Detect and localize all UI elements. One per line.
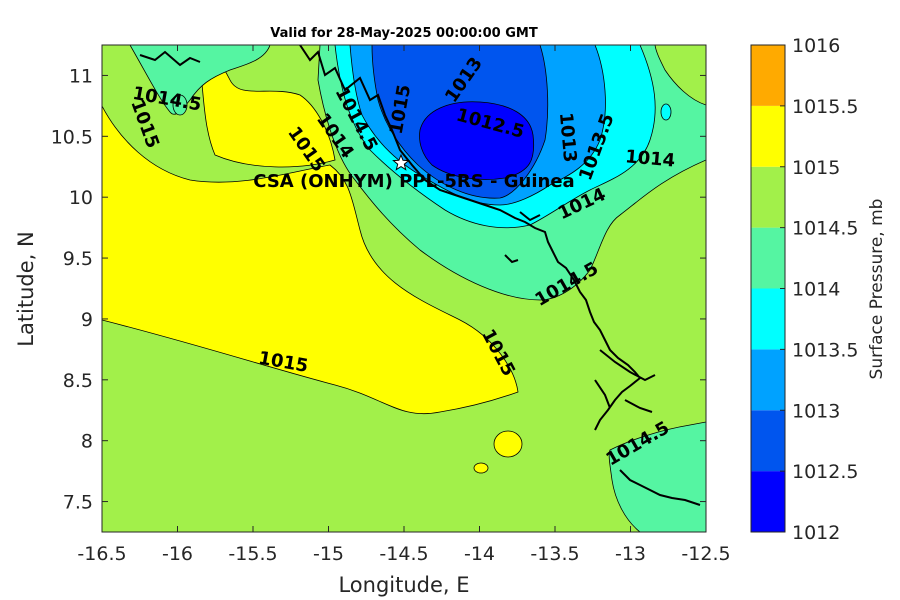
- x-tick-label: -12.5: [681, 543, 730, 565]
- colorbar: 1012 1012.5 1013 1013.5 1014 1014.5 1015 1015.5…: [750, 35, 858, 544]
- station-label: CSA (ONHYM) PPL-5RS - Guinea: [253, 171, 574, 192]
- x-tick-label: -14.5: [379, 543, 428, 565]
- band-1014-island: [172, 94, 188, 116]
- y-axis-ticks: 7.5 8 8.5 9 9.5 10 10.5 11: [51, 65, 706, 514]
- contour-label: 1014: [624, 146, 676, 171]
- station-star-marker: [392, 153, 410, 171]
- filled-contour-map: [102, 45, 706, 532]
- x-axis-ticks: -16.5 -16 -15.5 -15 -14.5 -14 -13.5 -13 -12.5: [77, 45, 731, 565]
- band-1014-southeast: [608, 421, 706, 532]
- colorbar-swatch: [751, 227, 785, 289]
- colorbar-title: Surface Pressure, mb: [867, 199, 887, 380]
- colorbar-swatch: [751, 410, 785, 472]
- band-1013-5-island: [660, 103, 672, 121]
- x-tick-label: -13.5: [530, 543, 579, 565]
- coastline: [139, 45, 701, 506]
- x-tick-label: -15: [313, 543, 344, 565]
- x-tick-label: -14: [464, 543, 495, 565]
- y-axis-title: Latitude, N: [14, 231, 38, 347]
- y-tick-label: 8: [81, 431, 93, 453]
- y-tick-label: 10.5: [51, 126, 93, 148]
- colorbar-swatch: [751, 166, 785, 228]
- colorbar-swatch: [751, 105, 785, 167]
- band-1014-northwest: [129, 45, 271, 115]
- x-axis-title: Longitude, E: [338, 573, 469, 597]
- y-tick-label: 7.5: [63, 492, 93, 514]
- contour-label: 1013: [555, 112, 580, 164]
- colorbar-swatch: [751, 288, 785, 350]
- chart-title: Valid for 28-May-2025 00:00:00 GMT: [270, 26, 538, 41]
- colorbar-tick-label: 1015.5: [792, 96, 858, 118]
- band-1015-island-small: [473, 462, 489, 474]
- station-marker-group: CSA (ONHYM) PPL-5RS - Guinea: [253, 153, 575, 192]
- y-tick-label: 9: [81, 309, 93, 331]
- colorbar-tick-label: 1014.5: [792, 218, 858, 240]
- band-1015-north: [194, 45, 336, 168]
- colorbar-swatch: [751, 349, 785, 411]
- colorbar-tick-label: 1013.5: [792, 339, 858, 361]
- colorbar-tick-label: 1012: [792, 522, 840, 544]
- y-tick-label: 10: [69, 187, 93, 209]
- colorbar-tick-label: 1016: [792, 35, 840, 57]
- colorbar-tick-label: 1014: [792, 279, 840, 301]
- colorbar-tick-label: 1015: [792, 157, 840, 179]
- colorbar-tick-label: 1012.5: [792, 461, 858, 483]
- y-tick-label: 11: [69, 65, 93, 87]
- band-1014-5-northeast: [654, 45, 706, 106]
- colorbar-swatch: [751, 45, 785, 106]
- x-tick-label: -16.5: [77, 543, 126, 565]
- y-tick-label: 9.5: [63, 248, 93, 270]
- x-tick-label: -13: [615, 543, 646, 565]
- y-tick-label: 8.5: [63, 370, 93, 392]
- x-tick-label: -16: [162, 543, 193, 565]
- x-tick-label: -15.5: [228, 543, 277, 565]
- band-1012: [419, 101, 535, 180]
- band-1015-island: [493, 430, 523, 458]
- colorbar-swatch: [751, 471, 785, 532]
- colorbar-tick-label: 1013: [792, 400, 840, 422]
- band-1015: [102, 105, 519, 415]
